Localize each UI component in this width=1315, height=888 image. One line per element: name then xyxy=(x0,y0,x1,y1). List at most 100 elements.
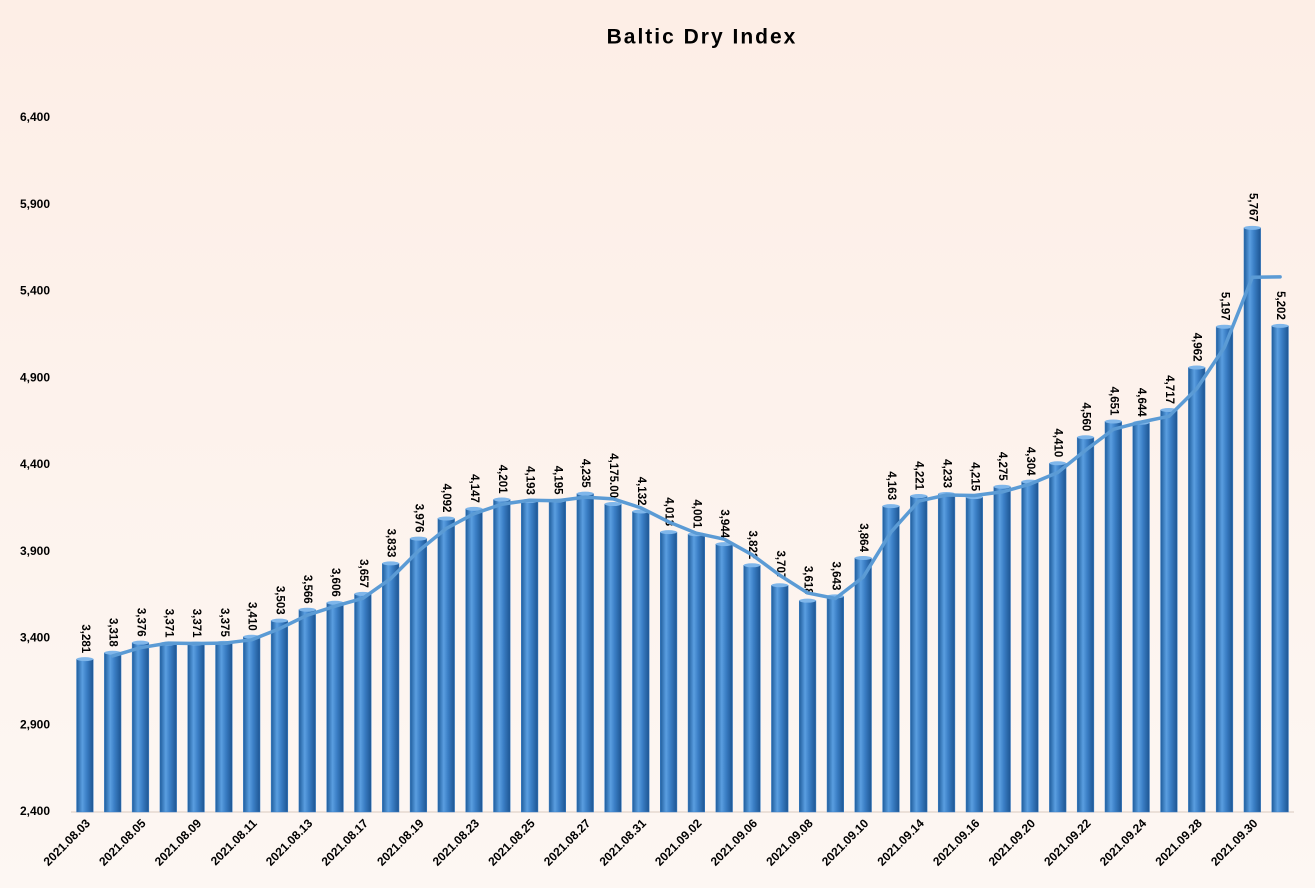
y-tick-label: 5,900 xyxy=(20,197,50,211)
bar xyxy=(1021,481,1039,813)
bar xyxy=(576,493,594,813)
bar xyxy=(882,505,900,813)
bar-cap xyxy=(576,491,594,496)
bar-cap xyxy=(1049,461,1067,466)
y-tick-label: 2,900 xyxy=(20,717,50,731)
y-tick-label: 3,900 xyxy=(20,544,50,558)
value-label: 5,197 xyxy=(1218,292,1230,321)
bar-cap xyxy=(660,530,677,535)
value-label: 4,235 xyxy=(579,459,591,488)
bar-cap xyxy=(854,555,872,560)
y-tick-label: 2,400 xyxy=(20,804,50,818)
value-label: 4,092 xyxy=(440,484,452,513)
bar xyxy=(632,511,650,813)
line xyxy=(110,275,1282,658)
value-label: 4,001 xyxy=(690,499,702,528)
bar xyxy=(1104,421,1122,813)
value-label: 3,944 xyxy=(718,509,730,538)
bar-cap xyxy=(298,607,316,612)
bar-cap xyxy=(743,563,761,568)
bar xyxy=(215,642,233,813)
value-label: 3,618 xyxy=(802,566,814,595)
value-label: 4,221 xyxy=(913,461,925,490)
bar xyxy=(854,557,872,813)
value-label: 4,962 xyxy=(1191,333,1203,362)
bar xyxy=(1049,463,1067,813)
value-label: 3,864 xyxy=(857,523,869,552)
bar xyxy=(826,596,844,813)
value-label: 3,657 xyxy=(357,559,369,588)
bar xyxy=(465,508,483,813)
bar xyxy=(1271,325,1289,813)
bar xyxy=(937,493,956,813)
value-label: 4,215 xyxy=(968,462,980,491)
value-label: 4,410 xyxy=(1052,428,1064,457)
bar xyxy=(604,503,622,813)
bar xyxy=(1160,409,1178,813)
value-label: 4,193 xyxy=(524,466,536,495)
value-label: 5,767 xyxy=(1246,193,1258,222)
bar-cap xyxy=(437,516,455,521)
bar xyxy=(910,495,928,813)
bar-cap xyxy=(1077,435,1094,440)
bar xyxy=(521,500,539,813)
y-tick-label: 3,400 xyxy=(20,631,50,645)
value-label: 3,375 xyxy=(218,608,230,637)
bar xyxy=(187,643,205,813)
bar xyxy=(1076,436,1095,813)
value-label: 4,147 xyxy=(468,474,480,503)
value-label: 4,132 xyxy=(635,477,647,506)
bar-cap xyxy=(882,504,900,509)
y-tick-label: 4,900 xyxy=(20,370,50,384)
bar xyxy=(131,642,150,813)
value-label: 3,833 xyxy=(385,529,397,558)
bar xyxy=(243,636,261,813)
y-tick-label: 6,400 xyxy=(20,110,50,124)
value-label: 4,651 xyxy=(1107,387,1119,416)
bar-cap xyxy=(604,502,622,507)
bar xyxy=(1188,367,1206,813)
value-label: 5,202 xyxy=(1274,291,1286,320)
bar-cap xyxy=(1104,419,1122,424)
value-label: 4,275 xyxy=(996,452,1008,481)
bar xyxy=(1215,326,1234,813)
bar xyxy=(326,602,344,813)
bar xyxy=(382,563,400,813)
bar-cap xyxy=(493,497,511,502)
value-label: 3,318 xyxy=(107,618,119,647)
value-label: 4,195 xyxy=(551,466,563,495)
bar-cap xyxy=(1271,323,1289,328)
bar-cap xyxy=(465,506,483,511)
value-label: 4,233 xyxy=(941,459,953,488)
y-tick-label: 5,400 xyxy=(20,284,50,298)
bar-cap xyxy=(799,598,816,603)
bar-cap xyxy=(410,536,427,541)
bar-cap xyxy=(1188,365,1206,370)
bar xyxy=(660,531,678,813)
value-label: 3,410 xyxy=(246,602,258,631)
bar-cap xyxy=(132,640,149,645)
value-label: 3,606 xyxy=(329,568,341,597)
bar-cap xyxy=(76,657,94,662)
bar xyxy=(798,600,817,813)
bar xyxy=(354,593,372,813)
bar-cap xyxy=(993,484,1011,489)
bar-cap xyxy=(382,561,399,566)
y-tick-label: 4,400 xyxy=(20,457,50,471)
bar xyxy=(965,496,983,813)
value-label: 4,175.00 xyxy=(607,453,619,498)
bar xyxy=(548,500,567,813)
bar-cap xyxy=(1216,324,1233,329)
value-label: 3,643 xyxy=(829,562,841,591)
value-label: 3,566 xyxy=(301,575,313,604)
bar xyxy=(437,518,455,813)
bar xyxy=(298,609,316,813)
bar-cap xyxy=(771,583,789,588)
bar xyxy=(771,584,789,813)
bar-cap xyxy=(271,618,288,623)
value-label: 4,717 xyxy=(1163,375,1175,404)
value-label: 4,304 xyxy=(1024,447,1036,476)
bar xyxy=(1132,422,1150,813)
bar xyxy=(743,565,761,813)
